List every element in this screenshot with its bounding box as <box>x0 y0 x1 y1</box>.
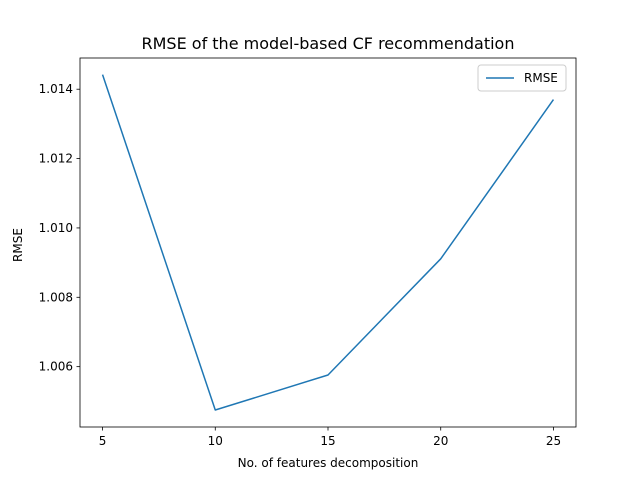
legend-label: RMSE <box>524 71 558 85</box>
x-axis-label: No. of features decomposition <box>238 456 419 470</box>
chart-title: RMSE of the model-based CF recommendatio… <box>142 34 515 53</box>
y-tick-label: 1.012 <box>39 152 73 166</box>
y-tick-label: 1.008 <box>39 290 73 304</box>
x-tick-label: 15 <box>320 434 335 448</box>
x-tick-label: 10 <box>208 434 223 448</box>
x-tick-label: 25 <box>546 434 561 448</box>
y-tick-label: 1.006 <box>39 360 73 374</box>
plot-area: 5 10 15 20 25 1.006 1.008 1.010 1.012 1.014 RMSE <box>39 57 577 448</box>
x-tick-label: 20 <box>433 434 448 448</box>
x-tick-label: 5 <box>99 434 107 448</box>
y-tick-label: 1.010 <box>39 221 73 235</box>
y-tick-label: 1.014 <box>39 82 73 96</box>
y-axis-label: RMSE <box>11 228 25 262</box>
legend-box <box>477 64 567 92</box>
